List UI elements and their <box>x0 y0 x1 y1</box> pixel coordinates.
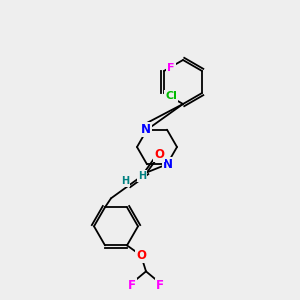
Text: O: O <box>154 148 164 161</box>
Text: H: H <box>121 176 129 186</box>
Text: N: N <box>141 123 151 136</box>
Text: F: F <box>156 279 164 292</box>
Text: Cl: Cl <box>165 91 177 101</box>
Text: H: H <box>138 171 146 181</box>
Text: O: O <box>136 249 146 262</box>
Text: F: F <box>167 63 175 73</box>
Text: F: F <box>128 279 136 292</box>
Text: N: N <box>163 158 173 171</box>
